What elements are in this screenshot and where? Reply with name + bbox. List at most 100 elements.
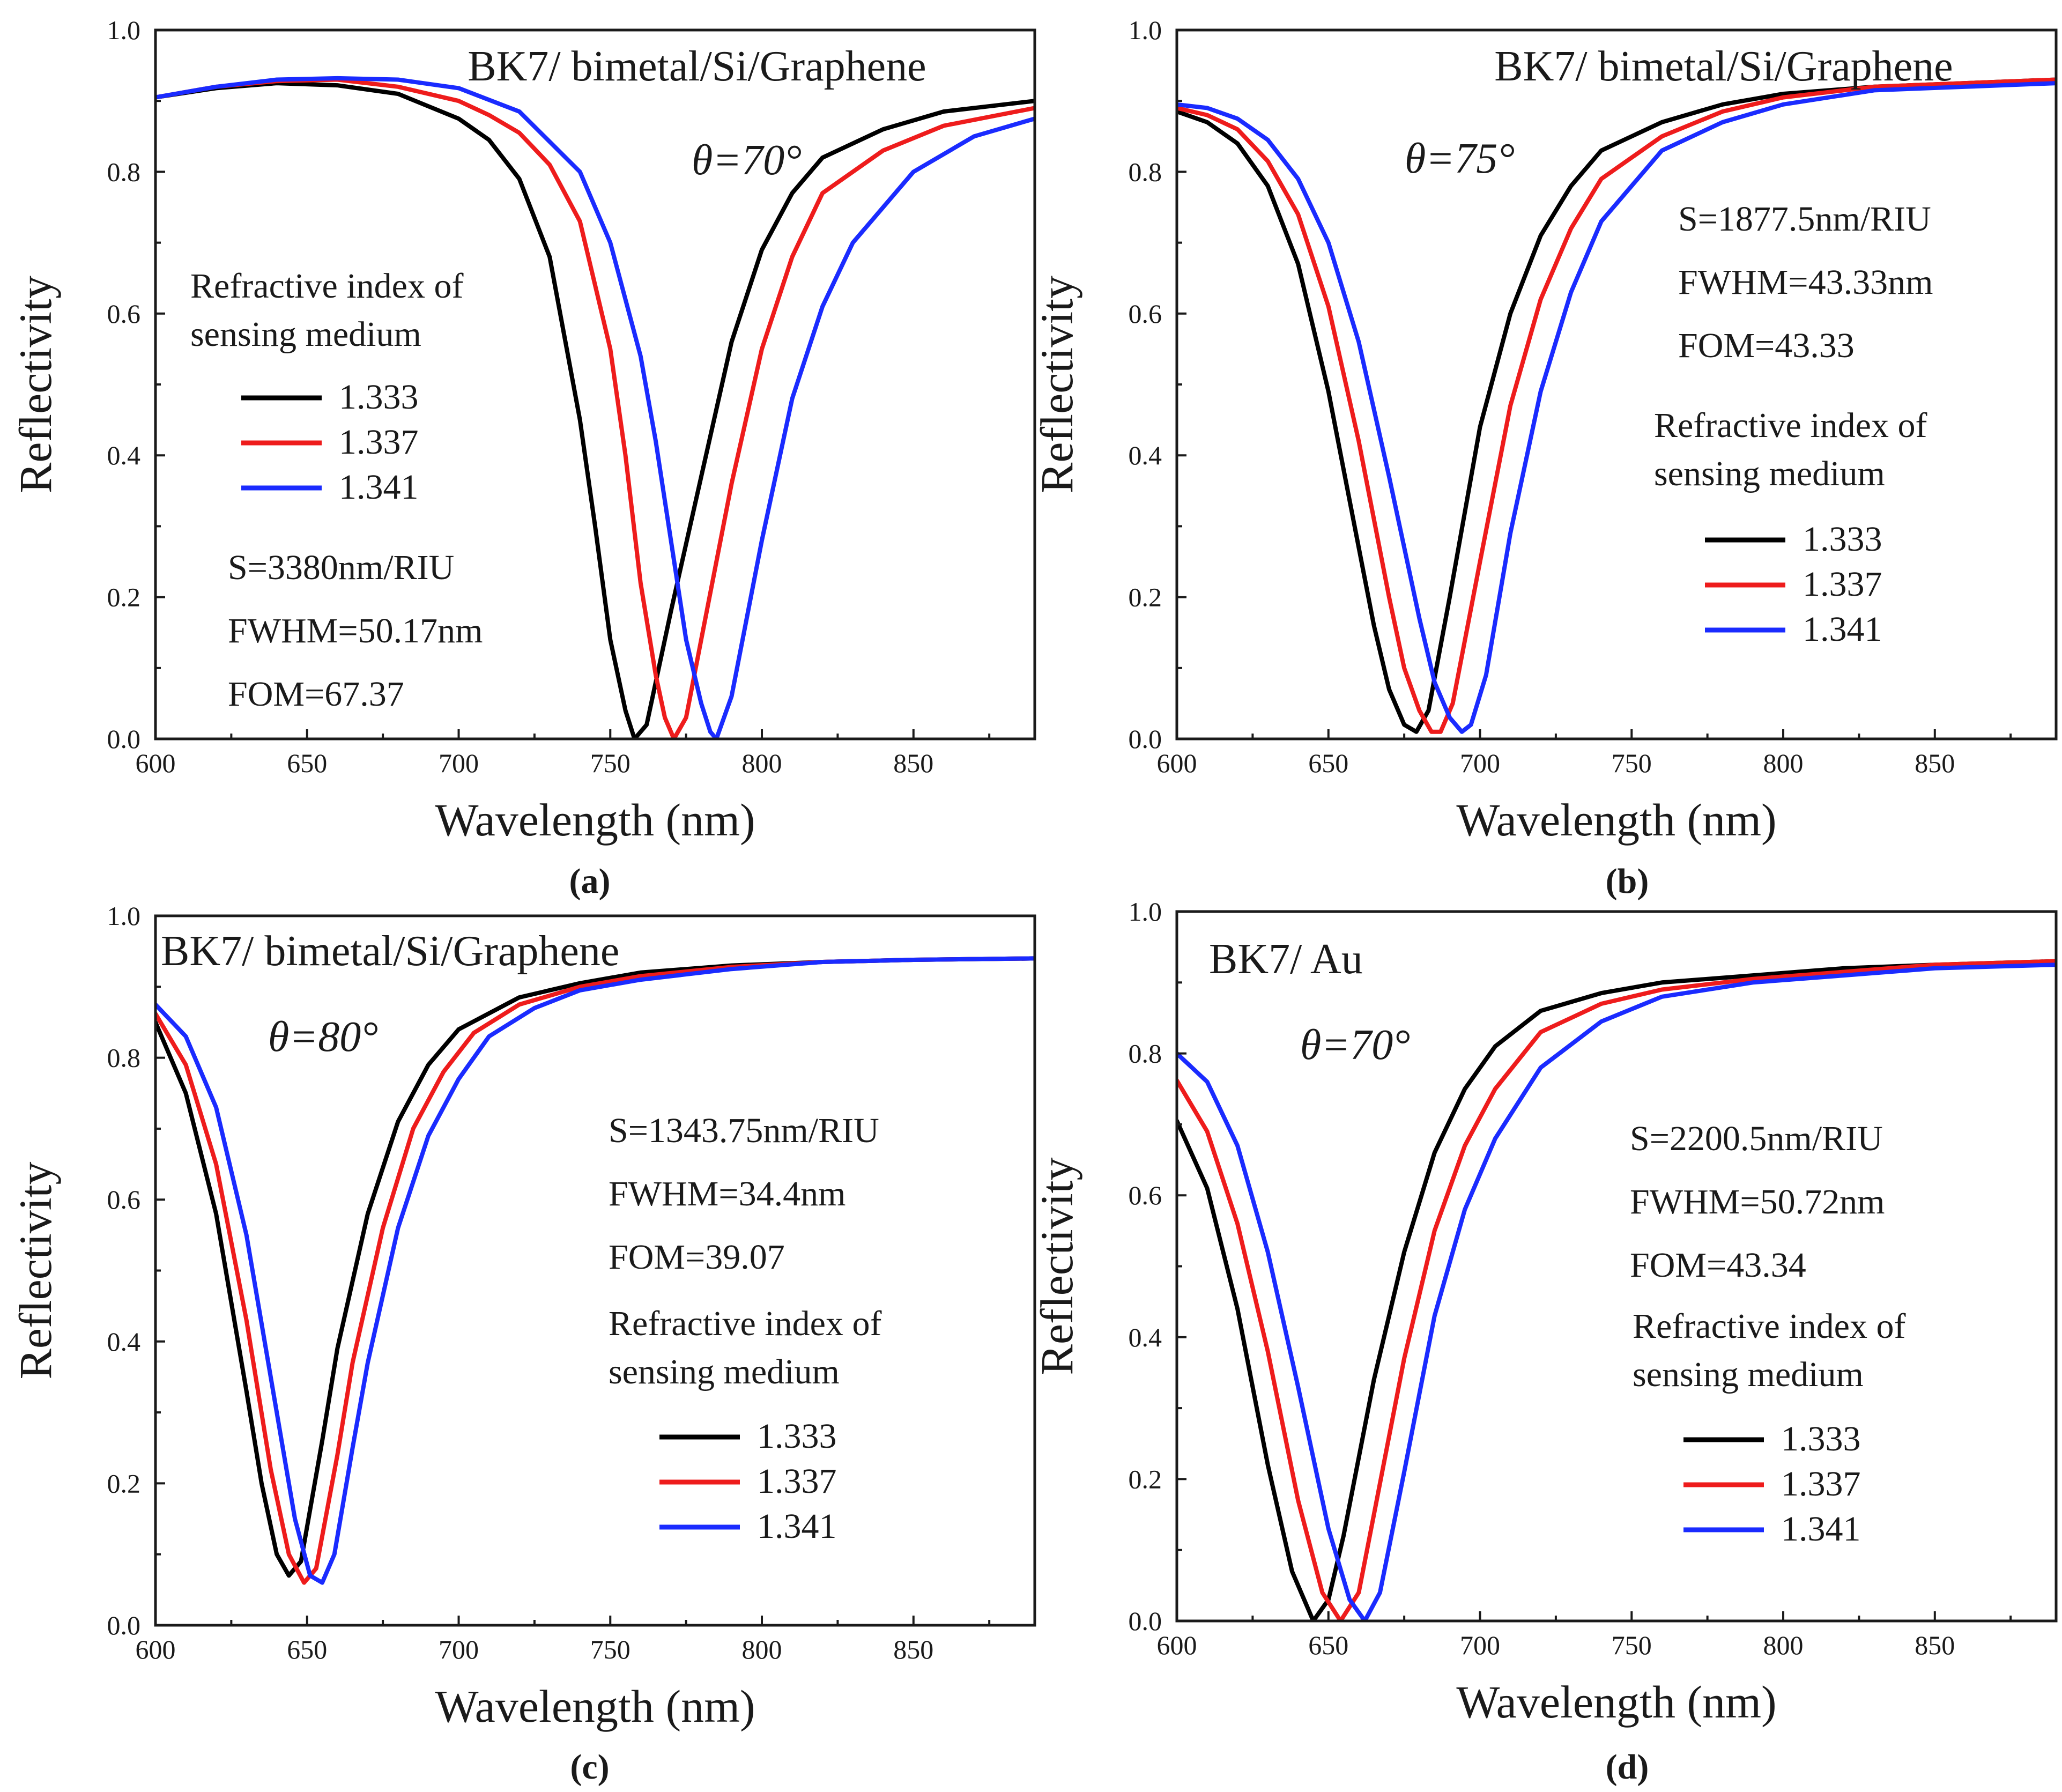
x-axis-title: Wavelength (nm): [1456, 1676, 1776, 1728]
legend-label: 1.341: [1803, 610, 1882, 649]
series-line-1-337: [1177, 77, 2056, 734]
legend-label: 1.333: [757, 1417, 837, 1456]
x-tick-label: 850: [1915, 748, 1955, 778]
legend-label: 1.337: [1781, 1464, 1861, 1504]
x-tick-label: 700: [439, 1634, 479, 1664]
y-tick-label: 0.2: [1129, 1464, 1162, 1494]
x-tick-label: 850: [893, 748, 933, 778]
legend-label: 1.341: [1781, 1509, 1861, 1549]
y-tick-label: 1.0: [1129, 897, 1162, 927]
legend-title: Refractive index of: [1654, 406, 1927, 445]
y-tick-label: 0.8: [107, 157, 141, 187]
x-tick-label: 700: [1460, 1630, 1500, 1660]
x-tick-label: 650: [287, 748, 327, 778]
panel-label: (a): [569, 862, 611, 901]
plot-frame: [1175, 28, 2058, 741]
annotation-text: FOM=43.34: [1630, 1246, 1806, 1285]
series-line-1-341: [1177, 81, 2056, 734]
panel-title: BK7/ bimetal/Si/Graphene: [468, 43, 926, 90]
y-tick-label: 0.8: [1129, 157, 1162, 187]
x-tick-label: 600: [136, 1634, 176, 1664]
annotation-text: FWHM=50.72nm: [1630, 1182, 1885, 1221]
x-axis-title: Wavelength (nm): [1456, 794, 1776, 846]
x-tick-label: 800: [742, 1634, 782, 1664]
legend-title: sensing medium: [190, 315, 421, 354]
legend-label: 1.337: [1803, 565, 1882, 604]
series-line-1-337: [155, 77, 1035, 739]
y-tick-label: 0.0: [107, 724, 141, 754]
plot-frame: [1175, 910, 2058, 1623]
legend-label: 1.333: [339, 377, 419, 417]
legend-label: 1.341: [757, 1507, 837, 1546]
x-tick-label: 650: [287, 1634, 327, 1664]
panel-title: BK7/ Au: [1209, 936, 1363, 983]
x-tick-label: 600: [136, 748, 176, 778]
x-tick-label: 650: [1308, 748, 1348, 778]
legend-title: Refractive index of: [1633, 1307, 1905, 1346]
y-tick-label: 0.6: [107, 1184, 141, 1215]
x-tick-label: 650: [1308, 1630, 1348, 1660]
angle-label: θ=75°: [1405, 135, 1515, 182]
x-tick-label: 800: [1763, 1630, 1804, 1660]
y-tick-label: 0.0: [1129, 1606, 1162, 1636]
chart-panel-b: 600 650 700 750 800 850 0.0 0.2 0.4 0.6 0.8 1.0 Wave…: [1031, 15, 2058, 901]
annotation-text: FOM=67.37: [228, 675, 404, 714]
y-tick-label: 0.2: [107, 582, 141, 612]
panel-title: BK7/ bimetal/Si/Graphene: [1494, 43, 1953, 90]
y-tick-label: 0.0: [107, 1610, 141, 1640]
y-tick-label: 0.4: [107, 1327, 141, 1357]
series-line-1-337: [1177, 959, 2056, 1621]
x-tick-label: 750: [590, 1634, 631, 1664]
x-tick-label: 800: [1763, 748, 1804, 778]
y-tick-label: 0.8: [1129, 1039, 1162, 1069]
chart-panel-d: 600 650 700 750 800 850 0.0 0.2 0.4 0.6 0.8 1.0 Wave…: [1031, 897, 2058, 1787]
x-tick-label: 700: [439, 748, 479, 778]
series-line-1-333: [155, 956, 1035, 1578]
y-tick-label: 1.0: [107, 901, 141, 931]
y-axis-title: Reflectivity: [1031, 276, 1082, 493]
y-tick-label: 0.8: [107, 1043, 141, 1073]
y-tick-label: 0.2: [107, 1468, 141, 1498]
x-tick-label: 750: [1612, 1630, 1652, 1660]
x-tick-label: 850: [893, 1634, 933, 1664]
legend-label: 1.333: [1803, 520, 1882, 559]
legend-title: sensing medium: [1654, 454, 1885, 493]
series-line-1-341: [155, 956, 1035, 1585]
panel-title: BK7/ bimetal/Si/Graphene: [161, 928, 619, 975]
panel-label: (d): [1606, 1747, 1649, 1787]
y-axis-title: Reflectivity: [10, 1162, 61, 1380]
x-tick-label: 750: [1612, 748, 1652, 778]
x-tick-label: 700: [1460, 748, 1500, 778]
x-axis-title: Wavelength (nm): [435, 1680, 755, 1732]
y-tick-label: 0.4: [107, 440, 141, 470]
x-axis-title: Wavelength (nm): [435, 794, 755, 846]
angle-label: θ=70°: [1300, 1021, 1410, 1069]
series-line-1-341: [1177, 962, 2056, 1621]
panel-label: (b): [1606, 862, 1649, 901]
y-tick-label: 1.0: [107, 15, 141, 45]
legend-label: 1.341: [339, 468, 419, 507]
series-line-1-333: [1177, 77, 2056, 734]
y-tick-label: 0.4: [1129, 440, 1162, 470]
y-tick-label: 0.2: [1129, 582, 1162, 612]
x-tick-label: 850: [1915, 1630, 1955, 1660]
angle-label: θ=80°: [268, 1013, 378, 1061]
legend-title: Refractive index of: [609, 1304, 881, 1343]
panel-label: (c): [570, 1747, 609, 1787]
annotation-text: S=1343.75nm/RIU: [609, 1111, 879, 1150]
legend-label: 1.337: [757, 1462, 837, 1501]
y-tick-label: 1.0: [1129, 15, 1162, 45]
x-tick-label: 750: [590, 748, 631, 778]
series-line-1-333: [1177, 959, 2056, 1621]
annotation-text: S=2200.5nm/RIU: [1630, 1119, 1883, 1158]
annotation-text: FWHM=43.33nm: [1678, 263, 1933, 302]
x-tick-label: 600: [1157, 1630, 1197, 1660]
annotation-text: S=1877.5nm/RIU: [1678, 199, 1931, 239]
angle-label: θ=70°: [692, 137, 802, 184]
y-tick-label: 0.6: [1129, 1180, 1162, 1210]
x-tick-label: 800: [742, 748, 782, 778]
annotation-text: FWHM=50.17nm: [228, 611, 483, 650]
series-line-1-333: [155, 81, 1035, 739]
legend-title: Refractive index of: [190, 266, 463, 306]
